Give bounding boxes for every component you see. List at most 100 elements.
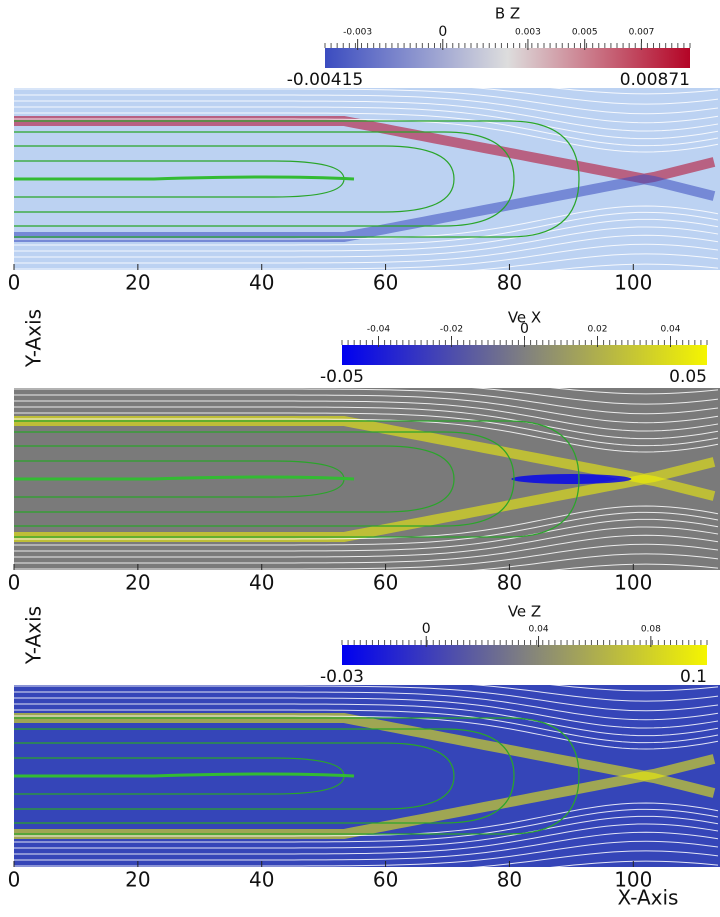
colorbar-max-label: 0.05 <box>669 367 707 387</box>
x-tick-label: 40 <box>249 571 274 595</box>
colorbar-tick-label: -0.003 <box>343 28 372 38</box>
colorbar-tick-label: 0 <box>438 24 447 40</box>
x-tick-label: 100 <box>614 868 652 892</box>
streamline <box>14 808 719 843</box>
y-axis-label: Y-Axis <box>22 606 46 665</box>
streamline <box>14 400 719 432</box>
x-tick-label: 100 <box>614 571 652 595</box>
colorbar-title: B Z <box>495 5 520 23</box>
current-sheet <box>14 175 355 181</box>
streamline <box>14 534 719 564</box>
colorbar-tick-label: -0.02 <box>440 325 463 335</box>
colorbar-min-label: -0.03 <box>320 667 364 687</box>
contour <box>14 717 580 835</box>
x-tick-label: 60 <box>373 868 398 892</box>
x-axis-label: X-Axis <box>618 886 679 910</box>
x-tick-label: 20 <box>125 868 150 892</box>
colorbar <box>325 48 690 68</box>
x-tick-label: 100 <box>614 271 652 295</box>
colorbar-tick-label: -0.04 <box>367 325 391 335</box>
x-tick-label: 20 <box>125 271 150 295</box>
streamline <box>14 518 719 552</box>
streamline <box>14 418 719 453</box>
streamline <box>549 388 719 395</box>
contour <box>14 445 455 513</box>
streamline <box>549 88 719 95</box>
x-tick-label: 40 <box>249 868 274 892</box>
colorbar-tick-label: 0.08 <box>641 625 661 635</box>
streamline <box>14 802 719 837</box>
streamline <box>14 715 719 750</box>
colorbar-tick-label: 0 <box>520 321 529 337</box>
colorbar <box>342 345 707 365</box>
contour <box>14 431 515 527</box>
streamline <box>14 703 719 737</box>
x-tick-label: 40 <box>249 271 274 295</box>
streamline <box>14 505 719 540</box>
colorbar-max-label: 0.00871 <box>620 70 690 90</box>
streamline <box>14 243 719 270</box>
streamline <box>14 94 719 124</box>
x-tick-label: 60 <box>373 571 398 595</box>
field-plot <box>14 685 720 867</box>
x-tick-label: 0 <box>8 868 21 892</box>
streamline <box>14 406 719 440</box>
streamline <box>14 543 719 570</box>
streamline <box>14 205 719 240</box>
streamline <box>14 697 719 729</box>
streamline <box>471 253 719 270</box>
colorbar <box>342 645 707 665</box>
contour <box>14 742 455 810</box>
contour <box>14 145 455 213</box>
colorbar-title: Ve X <box>508 309 541 327</box>
streamline <box>549 685 719 692</box>
streamline <box>14 831 719 861</box>
streamline <box>14 118 719 153</box>
streamline <box>14 394 719 424</box>
streamline <box>14 218 719 252</box>
streamline <box>14 526 719 558</box>
streamline <box>14 709 719 744</box>
colorbar-title: Ve Z <box>508 603 541 621</box>
colorbar-min-label: -0.05 <box>320 367 364 387</box>
streamline <box>549 860 719 867</box>
streamline <box>14 823 719 855</box>
x-tick-label: 60 <box>373 271 398 295</box>
streamline <box>549 563 719 570</box>
y-axis-label: Y-Axis <box>22 309 46 368</box>
contour <box>14 120 580 238</box>
contour <box>14 728 515 824</box>
contour <box>14 420 580 538</box>
streamline <box>14 388 719 415</box>
streamline <box>471 388 719 405</box>
colorbar-max-label: 0.1 <box>680 667 707 687</box>
streamline <box>14 685 719 712</box>
streamline <box>14 815 719 849</box>
current-sheet <box>14 475 355 481</box>
colorbar-tick-label: 0.003 <box>515 28 541 38</box>
streamline <box>14 511 719 546</box>
outflow-jet <box>511 474 632 484</box>
streamline <box>14 112 719 147</box>
colorbar-tick-label: 0 <box>422 621 431 637</box>
streamline <box>14 234 719 264</box>
streamline <box>471 850 719 867</box>
current-sheet <box>14 772 355 778</box>
streamline <box>14 226 719 258</box>
streamline <box>14 691 719 721</box>
streamline <box>14 88 719 115</box>
x-tick-label: 80 <box>497 271 522 295</box>
streamline <box>14 840 719 867</box>
x-tick-label: 80 <box>497 571 522 595</box>
colorbar-min-label: -0.00415 <box>287 70 363 90</box>
colorbar-tick-label: 0.04 <box>660 325 680 335</box>
x-tick-label: 20 <box>125 571 150 595</box>
streamline <box>14 100 719 132</box>
field-plot <box>14 388 720 570</box>
colorbar-tick-label: 0.02 <box>587 325 607 335</box>
streamline <box>549 263 719 270</box>
colorbar-tick-label: 0.04 <box>529 625 549 635</box>
x-tick-label: 0 <box>8 571 21 595</box>
streamline <box>14 412 719 447</box>
